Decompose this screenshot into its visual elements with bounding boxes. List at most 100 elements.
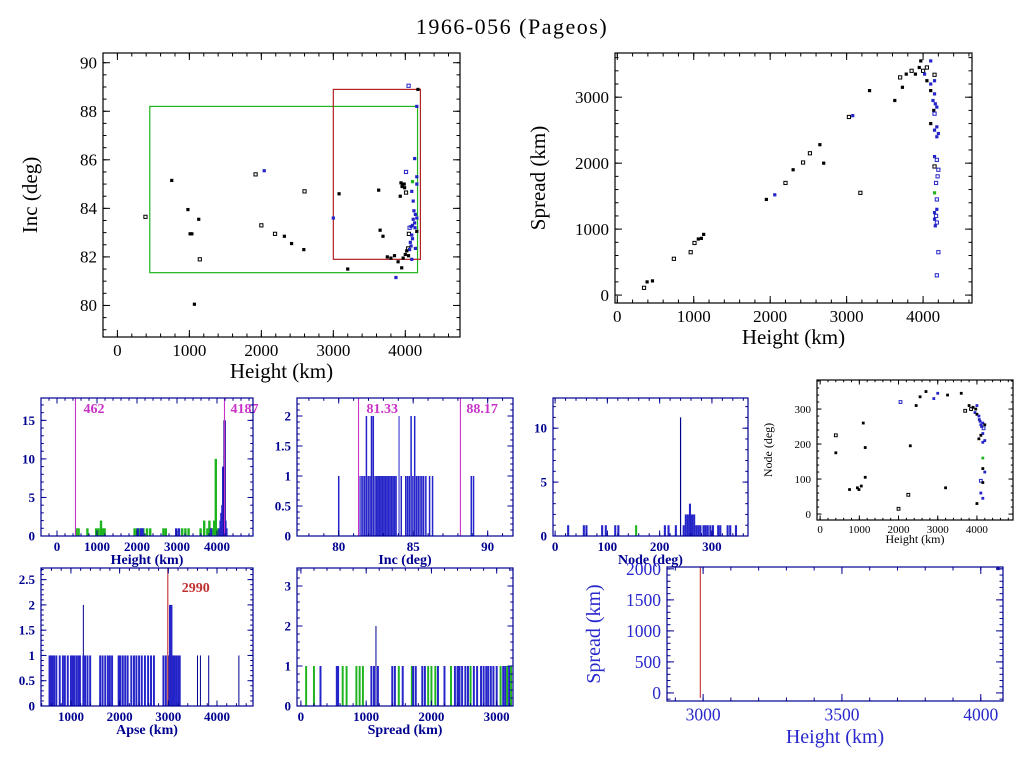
- histogram-bar: [682, 525, 685, 536]
- x-axis-title: Height (km): [786, 726, 884, 748]
- histogram-bar: [415, 476, 418, 536]
- y-axis-title: Inc (deg): [18, 157, 42, 233]
- y-tick-label: 1.5: [19, 623, 36, 638]
- data-point: [935, 207, 939, 211]
- histogram-bar: [361, 666, 364, 706]
- histogram-bar: [469, 666, 472, 706]
- x-tick-label: 300: [702, 539, 722, 554]
- data-point: [959, 391, 963, 395]
- y-tick-label: 5: [541, 475, 548, 490]
- histogram-bar: [197, 655, 199, 706]
- histogram-bar: [50, 655, 52, 706]
- histogram-bar: [71, 655, 74, 706]
- data-point: [975, 412, 979, 416]
- histogram-bar: [383, 476, 385, 536]
- histogram-bar: [395, 476, 397, 536]
- histogram-bar: [704, 525, 707, 536]
- x-tick-label: 3000: [316, 341, 350, 360]
- x-tick-label: 90: [481, 539, 494, 554]
- data-point: [773, 193, 777, 197]
- data-point: [857, 488, 861, 491]
- histogram-bar: [126, 655, 129, 706]
- x-tick-label: 0: [613, 307, 622, 326]
- data-point: [410, 237, 415, 241]
- data-point: [403, 252, 407, 257]
- histogram-bar: [209, 528, 213, 536]
- data-point: [932, 217, 937, 221]
- marker-label: 88.17: [466, 402, 498, 417]
- y-tick-label: 1: [29, 648, 36, 663]
- x-tick-label: 200: [650, 539, 670, 554]
- histogram-bar: [427, 666, 430, 706]
- y-axis-title: Spread (km): [583, 584, 605, 683]
- data-point: [981, 456, 985, 460]
- data-point: [381, 234, 385, 238]
- x-tick-label: 1000: [58, 709, 84, 724]
- histogram-bar: [373, 666, 375, 706]
- data-point: [933, 213, 939, 219]
- data-point: [396, 260, 400, 264]
- data-point: [411, 217, 415, 221]
- data-point: [400, 184, 404, 189]
- data-point: [415, 229, 419, 234]
- data-point: [917, 65, 921, 70]
- data-point: [898, 400, 903, 404]
- data-point: [692, 240, 697, 246]
- data-point: [932, 211, 937, 215]
- data-point: [971, 405, 975, 409]
- histogram-bar: [376, 666, 379, 706]
- histogram-bar: [75, 528, 78, 536]
- data-point: [946, 393, 949, 397]
- histogram-bar: [199, 528, 202, 536]
- histogram-bar: [203, 520, 206, 536]
- histogram-bar: [380, 476, 382, 536]
- histogram-bar: [635, 525, 638, 536]
- histogram-bar: [124, 655, 127, 706]
- data-point: [933, 224, 937, 228]
- histogram-bar: [489, 666, 492, 706]
- data-point: [415, 216, 419, 220]
- y-tick-label: 500: [635, 652, 662, 672]
- histogram-bar: [199, 655, 201, 706]
- data-point: [898, 75, 903, 80]
- histogram-bar: [482, 666, 485, 706]
- data-point: [918, 395, 922, 399]
- data-point: [302, 189, 307, 194]
- histogram-bar: [82, 655, 85, 706]
- histogram-bar: [472, 476, 475, 536]
- histogram-bar: [173, 655, 176, 706]
- data-point: [415, 104, 419, 109]
- histogram-bar: [412, 666, 415, 706]
- data-point: [919, 59, 923, 63]
- y-tick-label: 1: [285, 468, 292, 483]
- data-point: [413, 246, 417, 251]
- data-point: [834, 451, 838, 455]
- data-point: [979, 433, 983, 437]
- histogram-bar: [121, 655, 124, 706]
- histogram-bar: [464, 666, 467, 706]
- panel-height-histogram: 462 4187 0 1000 2000 3000 4000 0 5 10 15 Height (km…: [22, 397, 258, 568]
- y-tick-label: 88: [80, 102, 97, 121]
- data-point: [979, 423, 983, 427]
- data-point: [935, 105, 939, 109]
- histogram-bar: [510, 666, 513, 706]
- histogram-bar: [335, 666, 338, 706]
- histogram-bar: [421, 666, 424, 706]
- data-point: [867, 88, 872, 93]
- histogram-bar: [408, 476, 411, 536]
- histogram-bar: [422, 476, 425, 536]
- data-point: [699, 236, 703, 240]
- histogram-bar: [567, 525, 570, 536]
- data-point: [975, 404, 979, 407]
- y-tick-label: 1.5: [275, 438, 292, 453]
- x-tick-label: 100: [598, 539, 618, 554]
- histogram-bar: [679, 417, 682, 536]
- histogram-bar: [480, 666, 483, 706]
- y-tick-label: 90: [80, 53, 97, 72]
- data-point: [409, 244, 413, 248]
- data-point: [932, 108, 936, 112]
- histogram-bar: [139, 528, 143, 536]
- histogram-bar: [412, 476, 414, 536]
- data-point: [932, 72, 937, 77]
